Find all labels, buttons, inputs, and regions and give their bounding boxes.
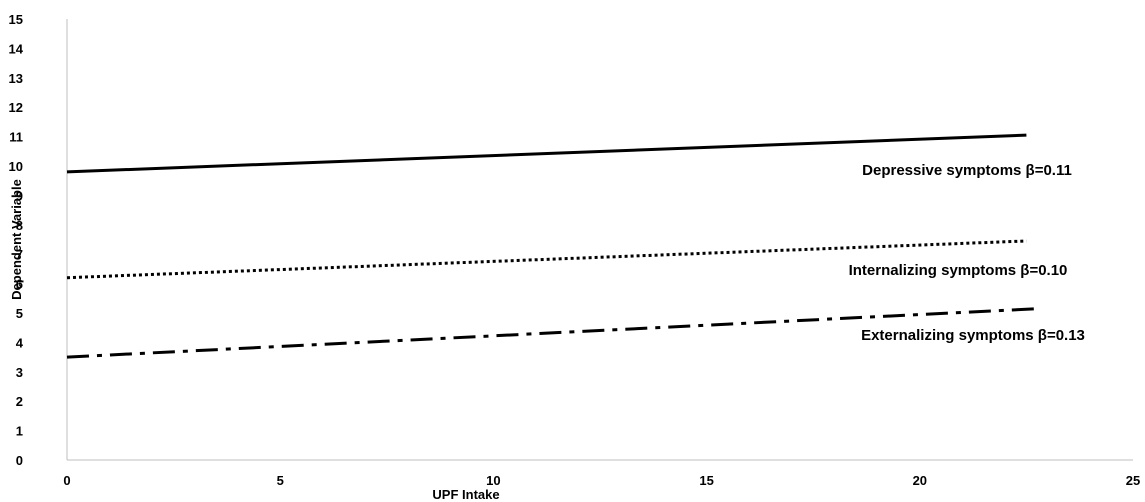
y-tick-label: 10 <box>9 159 23 174</box>
y-tick-label: 1 <box>16 424 23 439</box>
y-tick-label: 0 <box>16 453 23 468</box>
y-tick-label: 3 <box>16 365 23 380</box>
y-tick-label: 4 <box>16 335 24 350</box>
series-line-3 <box>66 307 1040 359</box>
y-tick-label: 13 <box>9 71 23 86</box>
x-tick-label: 0 <box>63 473 70 488</box>
y-tick-label: 5 <box>16 306 23 321</box>
y-tick-label: 9 <box>16 188 23 203</box>
y-tick-label: 15 <box>9 12 23 27</box>
x-tick-label: 15 <box>699 473 713 488</box>
y-tick-label: 12 <box>9 100 23 115</box>
series-label: Internalizing symptoms β=0.10 <box>849 262 1068 279</box>
x-tick-label: 25 <box>1126 473 1140 488</box>
series-line-1 <box>66 133 1027 174</box>
y-tick-label: 2 <box>16 394 23 409</box>
x-tick-labels: 0 5 10 15 20 25 <box>63 473 1140 488</box>
y-tick-label: 8 <box>16 218 23 233</box>
series-label: Depressive symptoms β=0.11 <box>862 162 1072 179</box>
y-tick-label: 7 <box>16 247 23 262</box>
x-tick-label: 20 <box>913 473 927 488</box>
x-axis-title: UPF Intake <box>432 487 499 502</box>
y-axis-title: Dependent Variable <box>9 179 24 300</box>
x-tick-label: 5 <box>277 473 284 488</box>
y-tick-label: 6 <box>16 277 23 292</box>
axes <box>66 19 1133 461</box>
y-tick-label: 11 <box>9 130 23 145</box>
x-tick-label: 10 <box>486 473 500 488</box>
series-label: Externalizing symptoms β=0.13 <box>861 327 1085 344</box>
series-lines <box>66 133 1040 359</box>
series-labels: Depressive symptoms β=0.11 Internalizing … <box>849 162 1085 344</box>
series-line-2 <box>66 239 1027 280</box>
y-tick-label: 14 <box>9 41 24 56</box>
